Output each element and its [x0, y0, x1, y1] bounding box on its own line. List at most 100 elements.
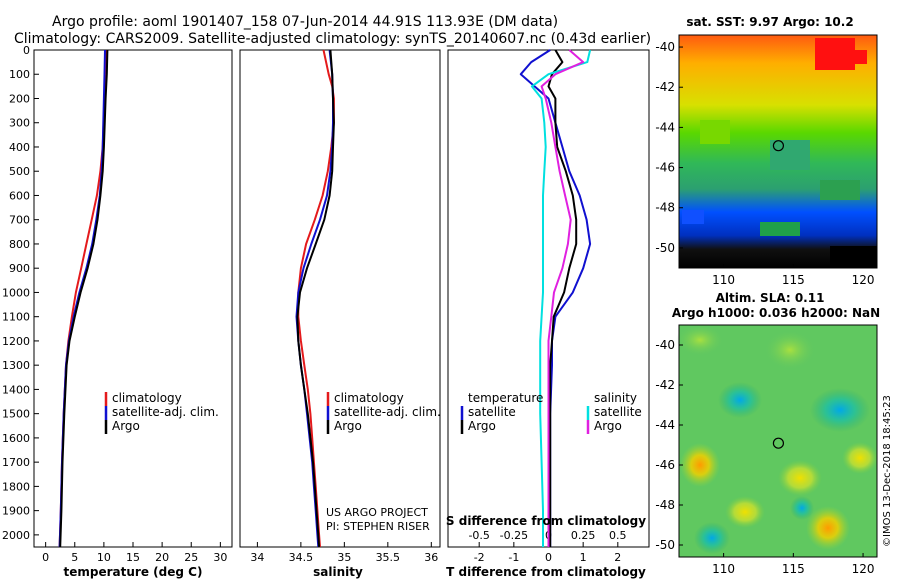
argo-float-marker	[772, 140, 785, 152]
x-tick-label: 1	[580, 551, 587, 564]
series-line-argo	[296, 49, 335, 548]
lat-tick-label: -42	[655, 80, 675, 94]
legend-climatology-label: climatology	[112, 391, 182, 405]
pressure-tick-label: 700	[9, 214, 30, 227]
s-diff-tick-label: 0.25	[571, 529, 596, 542]
pi-credit: PI: STEPHEN RISER	[326, 520, 430, 533]
x-tick-label: 5	[71, 551, 78, 564]
project-credit: US ARGO PROJECT	[326, 506, 428, 519]
salinity-difference-label: S difference from climatology	[446, 514, 646, 528]
temperature-panel: 0100200300400500600700800900100011001200…	[2, 44, 452, 579]
lat-tick-label: -42	[655, 378, 675, 392]
sst-longitude-axis: 110 115 120	[712, 264, 875, 287]
sla-map-subtitle: Argo h1000: 0.036 h2000: NaN	[672, 306, 880, 320]
pressure-tick-label: 100	[9, 68, 30, 81]
sla-blob	[806, 506, 850, 550]
sst-patch	[700, 120, 730, 144]
pressure-tick-label: 1500	[2, 408, 30, 421]
salinity-panel: 34 34.5 35 35.5 36 salinity climatology sate…	[239, 49, 441, 579]
s-diff-tick-label: -0.25	[500, 529, 528, 542]
salinity-axis: 34 34.5 35 35.5 36	[250, 542, 438, 564]
legend-temperature-title: temperature	[468, 391, 543, 405]
sla-latitude-axis: -40 -42 -44 -46 -48 -50	[655, 338, 683, 552]
figure-title-line1: Argo profile: aoml 1901407_158 07-Jun-20…	[52, 14, 558, 30]
x-tick-label: 20	[155, 551, 169, 564]
legend-satellite-label: satellite-adj. clim.	[334, 405, 441, 419]
pressure-tick-label: 600	[9, 189, 30, 202]
x-tick-label: 34	[250, 551, 264, 564]
x-tick-label: 36	[424, 551, 438, 564]
series-line-salinity-argo	[540, 49, 585, 547]
lat-tick-label: -46	[655, 458, 675, 472]
sla-map-panel: Altim. SLA: 0.11 Argo h1000: 0.036 h2000…	[655, 291, 880, 576]
legend-satellite-label: satellite-adj. clim.	[112, 405, 219, 419]
lon-tick-label: 110	[712, 562, 735, 576]
pressure-tick-label: 800	[9, 238, 30, 251]
difference-panel: -2 -1 0 1 2 -0.5 -0.25 0 0.25 0.5 T difference f…	[446, 49, 650, 579]
pressure-axis: 0 100 200 300 400 500 600 700 800 900 1000 1100 1200…	[2, 44, 452, 542]
legend-salinity-argo-label: Argo	[594, 419, 622, 433]
temperature-axis: 0 5 10 15 20 25 30	[42, 542, 227, 564]
s-diff-tick-label: 0.5	[609, 529, 627, 542]
sla-blob	[842, 442, 878, 474]
x-tick-label: 30	[213, 551, 227, 564]
sla-blob	[694, 522, 730, 554]
temperature-xlabel: temperature (deg C)	[64, 565, 203, 579]
legend-argo-label: Argo	[112, 419, 140, 433]
x-tick-label: -2	[474, 551, 485, 564]
temperature-plot-frame	[33, 49, 233, 548]
pressure-tick-label: 1800	[2, 480, 30, 493]
lat-tick-label: -44	[655, 418, 675, 432]
lon-tick-label: 120	[852, 273, 875, 287]
sla-blob	[778, 460, 822, 496]
lon-tick-label: 115	[782, 562, 805, 576]
legend-temperature-satellite-label: satellite	[468, 405, 516, 419]
sst-cold-patch	[830, 246, 877, 268]
pressure-tick-label: 1200	[2, 335, 30, 348]
pressure-tick-label: 300	[9, 117, 30, 130]
legend-argo-label: Argo	[334, 419, 362, 433]
legend-salinity-title: salinity	[594, 391, 637, 405]
temperature-legend: climatology satellite-adj. clim. Argo	[104, 391, 219, 434]
lat-tick-label: -50	[655, 538, 675, 552]
s-diff-tick-label: -0.5	[468, 529, 489, 542]
sst-patch	[820, 180, 860, 200]
x-tick-label: 35	[337, 551, 351, 564]
x-tick-label: 34.5	[289, 551, 314, 564]
lon-tick-label: 115	[782, 273, 805, 287]
figure-title-line2: Climatology: CARS2009. Satellite-adjuste…	[14, 31, 651, 47]
pressure-tick-label: 900	[9, 262, 30, 275]
lat-tick-label: -46	[655, 161, 675, 175]
pressure-tick-label: 200	[9, 92, 30, 105]
pressure-tick-label: 500	[9, 165, 30, 178]
x-tick-label: 35.5	[376, 551, 401, 564]
sst-cold-patch	[682, 210, 704, 224]
pressure-tick-label: 0	[23, 44, 30, 57]
pressure-tick-label: 2000	[2, 529, 30, 542]
lat-tick-label: -48	[655, 498, 675, 512]
pressure-tick-label: 1000	[2, 286, 30, 299]
difference-lines	[519, 49, 592, 547]
x-tick-label: 2	[614, 551, 621, 564]
salinity-xlabel: salinity	[313, 565, 363, 579]
sst-map-frame	[678, 34, 878, 269]
sst-warm-patch	[845, 50, 867, 64]
legend-temperature-argo-label: Argo	[468, 419, 496, 433]
salinity-plot-frame	[239, 49, 441, 548]
temperature-lines	[58, 49, 109, 548]
pressure-tick-label: 1900	[2, 505, 30, 518]
lat-tick-label: -40	[655, 40, 675, 54]
sla-blob	[810, 388, 870, 432]
sla-blob	[790, 496, 814, 520]
sla-blob	[718, 382, 762, 418]
pressure-tick-label: 400	[9, 141, 30, 154]
lon-tick-label: 110	[712, 273, 735, 287]
x-tick-label: 0	[545, 551, 552, 564]
lat-tick-label: -40	[655, 338, 675, 352]
pressure-tick-label: 1600	[2, 432, 30, 445]
sla-map-title: Altim. SLA: 0.11	[716, 291, 825, 305]
salinity-lines	[295, 49, 335, 548]
x-tick-label: 10	[97, 551, 111, 564]
legend-climatology-label: climatology	[334, 391, 404, 405]
